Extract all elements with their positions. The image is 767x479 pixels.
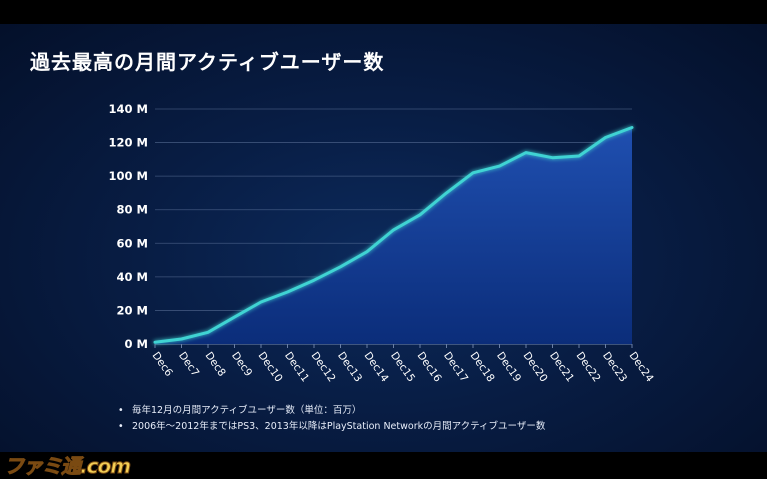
x-tick-label: Dec6: [150, 350, 175, 379]
y-tick-label: 80 M: [117, 203, 148, 217]
x-tick-label: Dec7: [176, 350, 201, 379]
x-tick-label: Dec19: [494, 350, 523, 384]
slide: 過去最高の月間アクティブユーザー数 0 M 20 M 40 M 60 M 80 M 100…: [0, 24, 767, 452]
chart-title: 過去最高の月間アクティブユーザー数: [30, 50, 385, 74]
footnote-item: • 2006年～2012年まではPS3、2013年以降はPlayStation N…: [118, 419, 545, 435]
x-tick-label: Dec14: [362, 350, 391, 385]
footnote-text: 2006年～2012年まではPS3、2013年以降はPlayStation Ne…: [132, 421, 546, 432]
y-tick-label: 120 M: [109, 136, 148, 150]
x-tick-label: Dec24: [627, 350, 656, 385]
x-tick-label: Dec23: [600, 350, 629, 384]
y-axis: 0 M 20 M 40 M 60 M 80 M 100 M 120 M 140 M: [109, 102, 148, 351]
y-tick-label: 100 M: [109, 169, 148, 183]
famitsu-logo: ファミ通.com: [3, 454, 131, 479]
y-tick-label: 40 M: [117, 270, 148, 284]
x-tick-label: Dec17: [441, 350, 470, 384]
y-tick-label: 60 M: [117, 236, 148, 250]
footnote-text: 毎年12月の月間アクティブユーザー数（単位：百万）: [132, 405, 362, 416]
y-tick-label: 0 M: [125, 337, 148, 351]
x-tick-label: Dec13: [335, 350, 364, 384]
x-tick-label: Dec18: [468, 350, 497, 384]
x-axis: Dec6 Dec7 Dec8 Dec9 Dec10Dec11Dec12Dec13Dec1…: [150, 344, 656, 385]
x-tick-label: Dec11: [282, 350, 311, 384]
series-line: [153, 126, 634, 344]
bullet: •: [118, 421, 124, 432]
bullet: •: [118, 405, 124, 416]
area-fill: [155, 127, 632, 344]
x-tick-label: Dec9: [229, 350, 254, 379]
x-tick-label: Dec21: [547, 350, 576, 384]
x-tick-label: Dec16: [415, 350, 444, 385]
y-tick-label: 140 M: [109, 102, 148, 116]
y-tick-label: 20 M: [117, 303, 148, 317]
x-tick-label: Dec22: [574, 350, 603, 384]
x-tick-label: Dec15: [388, 350, 417, 384]
x-tick-label: Dec8: [203, 350, 228, 379]
footnotes: • 毎年12月の月間アクティブユーザー数（単位：百万） • 2006年～2012年ま…: [118, 403, 545, 435]
x-tick-label: Dec20: [521, 350, 550, 384]
x-tick-label: Dec12: [309, 350, 338, 384]
footnote-item: • 毎年12月の月間アクティブユーザー数（単位：百万）: [118, 403, 545, 419]
x-tick-label: Dec10: [256, 350, 285, 384]
